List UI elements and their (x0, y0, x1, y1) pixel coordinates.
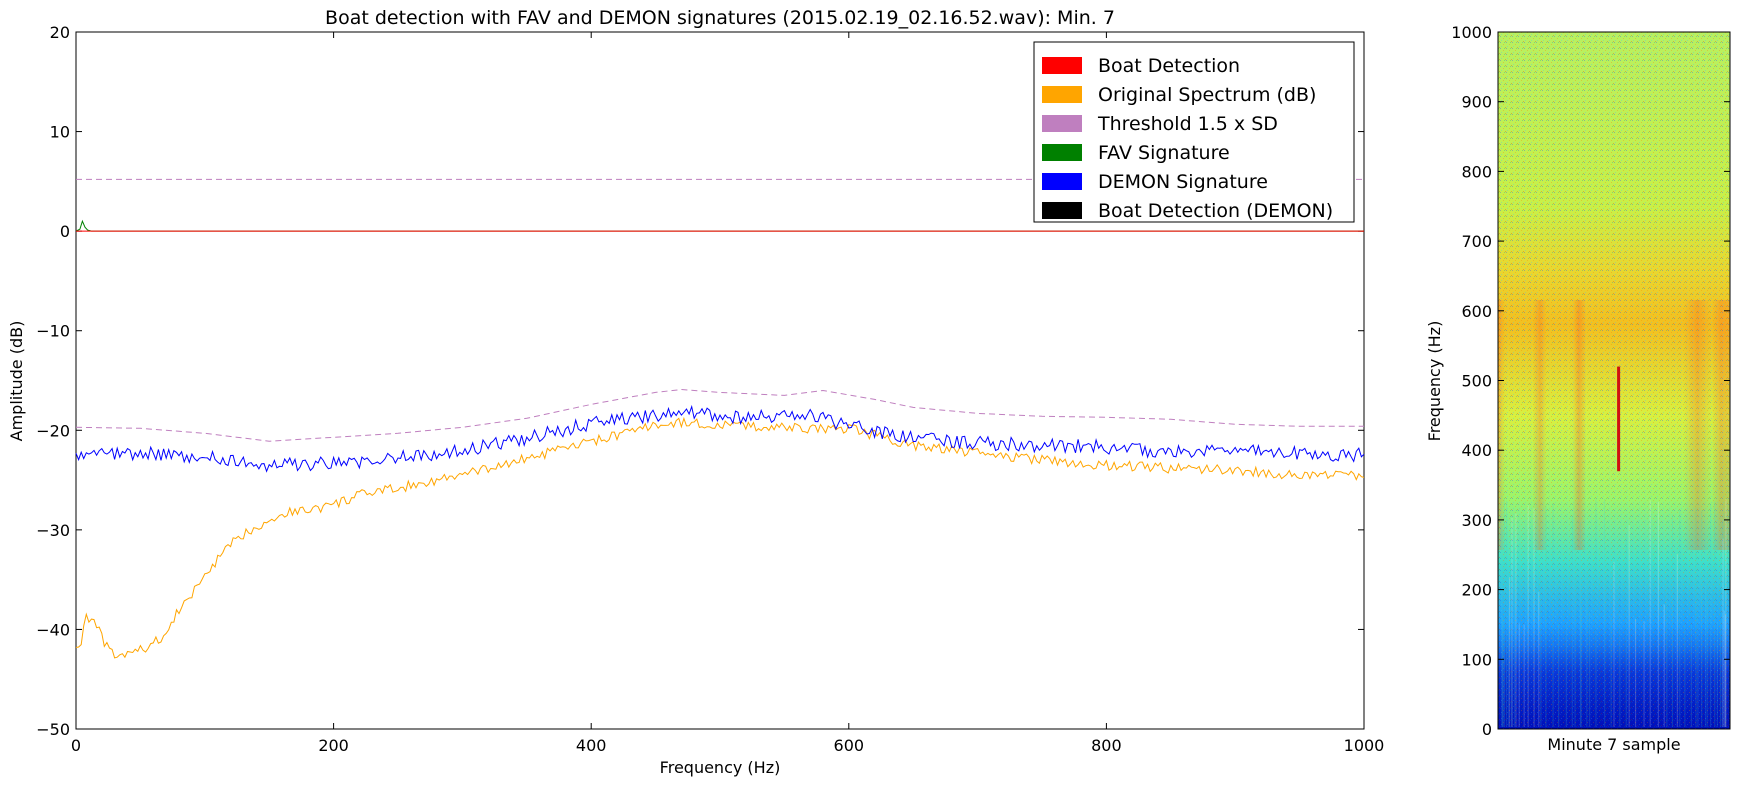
y-tick-label: −30 (36, 521, 70, 540)
spectrogram-detection-streak (1617, 366, 1621, 472)
spectrogram-y-tick-label: 200 (1461, 581, 1492, 600)
legend-entry: Boat Detection (DEMON) (1098, 200, 1333, 222)
y-axis-label: Amplitude (dB) (7, 321, 26, 442)
spectrogram-x-label: Minute 7 sample (1547, 735, 1680, 754)
series-line-fav-signature (75, 219, 1364, 232)
y-tick-label: 0 (60, 222, 70, 241)
y-tick-label: −50 (36, 720, 70, 739)
legend-swatch (1042, 57, 1082, 74)
y-tick-label: 10 (50, 123, 70, 142)
spectrogram-y-tick-label: 300 (1461, 511, 1492, 530)
x-axis-label: Frequency (Hz) (660, 758, 781, 777)
x-tick-label: 600 (834, 736, 865, 755)
spectrogram-y-tick-label: 0 (1482, 720, 1492, 739)
spectrogram-y-tick-label: 400 (1461, 441, 1492, 460)
legend-entry: FAV Signature (1098, 142, 1230, 164)
spectrogram-chart: 0 100 200 300 400 500 600 700 800 900 1000 Minute … (1425, 23, 1731, 754)
x-tick-label: 200 (318, 736, 349, 755)
spectrogram-y-tick-label: 800 (1461, 162, 1492, 181)
main-plot-frame (75, 31, 1365, 730)
legend-swatch (1042, 144, 1082, 161)
legend-swatch (1042, 86, 1082, 103)
y-tick-label: −40 (36, 620, 70, 639)
spectrogram-y-label: Frequency (Hz) (1425, 321, 1444, 442)
spectrogram-y-tick-label: 100 (1461, 650, 1492, 669)
y-tick-label: −10 (36, 322, 70, 341)
legend-entry: Boat Detection (1098, 55, 1240, 77)
chart-title: Boat detection with FAV and DEMON signat… (325, 7, 1115, 29)
main-chart: Boat detection with FAV and DEMON signat… (7, 7, 1384, 777)
legend-entry: Original Spectrum (dB) (1098, 84, 1316, 106)
y-tick-label: −20 (36, 421, 70, 440)
x-tick-label: 400 (576, 736, 607, 755)
spectrogram-y-tick-label: 700 (1461, 232, 1492, 251)
legend-entry: DEMON Signature (1098, 171, 1268, 193)
legend-entry: Threshold 1.5 x SD (1097, 113, 1278, 135)
x-tick-label: 800 (1091, 736, 1122, 755)
spectrogram-y-tick-label: 900 (1461, 93, 1492, 112)
spectrogram-y-tick-label: 500 (1461, 372, 1492, 391)
legend: Boat Detection Original Spectrum (dB) Thre… (1033, 41, 1355, 223)
x-tick-label: 1000 (1344, 736, 1385, 755)
legend-swatch (1042, 202, 1082, 219)
legend-swatch (1042, 115, 1082, 132)
spectrogram-low-veil (1498, 32, 1730, 729)
x-tick-label: 0 (71, 736, 81, 755)
y-tick-label: 20 (50, 23, 70, 42)
legend-swatch (1042, 173, 1082, 190)
series-line-demon-signature (75, 404, 1365, 473)
series-line-original-spectrum-db (75, 416, 1365, 659)
spectrogram-y-tick-label: 1000 (1451, 23, 1492, 42)
spectrogram-y-tick-label: 600 (1461, 302, 1492, 321)
legend-box (1033, 41, 1355, 223)
